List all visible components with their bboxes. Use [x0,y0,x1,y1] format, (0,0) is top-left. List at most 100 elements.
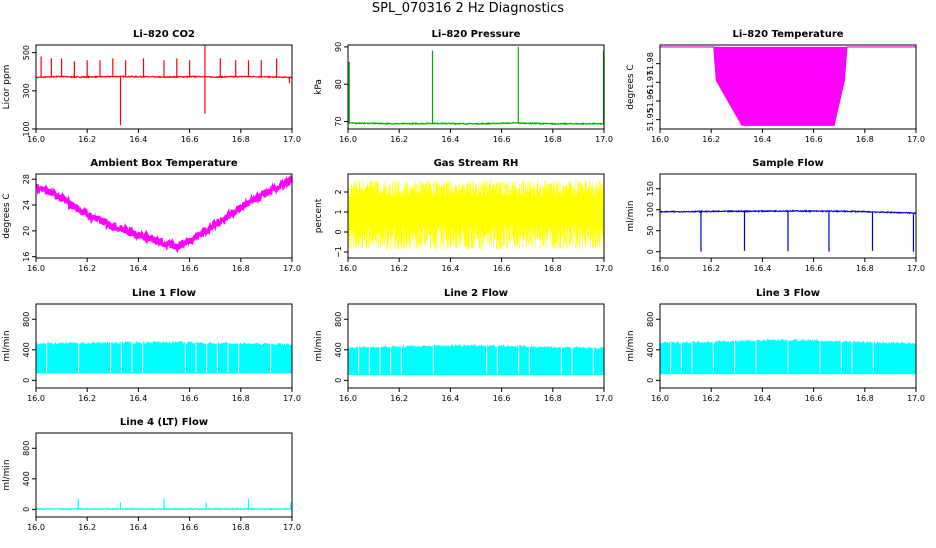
y-axis-label: kPa [314,79,324,95]
y-tick-label: 51.95 [646,108,655,131]
x-tick-label: 16.6 [181,523,199,532]
x-tick-label: 16.2 [78,523,96,532]
y-tick-label: −1 [334,246,343,258]
x-tick-label: 16.4 [129,394,147,403]
plot-frame [347,44,605,130]
plot-frame [35,432,293,518]
y-tick-label: 0 [22,378,31,383]
panel-title: Line 1 Flow [132,288,196,299]
x-tick-label: 16.8 [544,394,562,403]
plot-frame [347,303,605,389]
y-axis-label: degrees C [626,64,636,109]
y-tick-label: 300 [22,83,31,98]
y-tick-label: 400 [646,342,655,357]
x-tick-label: 16.6 [805,135,823,144]
x-tick-label: 17.0 [595,394,613,403]
x-tick-label: 16.0 [27,523,45,532]
y-tick-label: 90 [334,42,343,52]
y-axis-label: percent [314,198,324,233]
x-tick-label: 16.4 [441,135,459,144]
y-tick-label: 20 [22,226,31,236]
x-tick-label: 16.8 [544,264,562,273]
panel-title: Line 4 (LT) Flow [120,417,208,428]
y-tick-label: 51.96 [646,90,655,113]
x-tick-label: 16.6 [805,264,823,273]
panel-li820-co2: Li–820 CO2 Licor ppm 16.0 16.2 16.4 16.6 16.8 1… [2,29,301,144]
x-tick-label: 16.8 [856,135,874,144]
x-tick-label: 16.2 [78,264,96,273]
x-tick-label: 16.2 [702,264,720,273]
x-tick-label: 16.2 [78,394,96,403]
x-tick-label: 16.8 [856,394,874,403]
series-band [660,338,916,375]
plot-area [348,180,604,250]
y-tick-label: 800 [22,441,31,456]
y-tick-label: 800 [334,312,343,327]
x-tick-label: 16.8 [856,264,874,273]
y-tick-label: 400 [334,342,343,357]
y-tick-label: 51.97 [646,71,655,94]
plot-frame [659,303,917,389]
y-tick-label: 800 [646,312,655,327]
x-tick-label: 17.0 [595,264,613,273]
panel-title: Li–820 Pressure [432,29,521,40]
y-tick-label: 50 [646,226,655,236]
x-tick-label: 16.4 [753,135,771,144]
y-tick-label: 100 [22,121,31,136]
x-tick-label: 16.2 [702,135,720,144]
y-tick-label: 0 [334,229,343,234]
figure-title: SPL_070316 2 Hz Diagnostics [371,1,565,16]
x-tick-label: 16.0 [339,394,357,403]
panel-title: Ambient Box Temperature [90,158,237,169]
panel-li820-pressure: Li–820 Pressure kPa 16.0 16.2 16.4 16.6 16.8 17… [314,29,613,144]
series-band [348,344,604,375]
y-axis-label: ml/min [2,330,12,361]
y-tick-label: 24 [22,200,31,210]
x-tick-label: 16.2 [702,394,720,403]
y-tick-label: 400 [22,342,31,357]
x-tick-label: 16.4 [129,264,147,273]
y-tick-label: 80 [334,79,343,89]
x-tick-label: 16.6 [493,394,511,403]
x-tick-label: 16.2 [390,394,408,403]
x-tick-label: 16.6 [493,264,511,273]
y-tick-label: 0 [646,378,655,383]
y-tick-label: 150 [646,181,655,196]
plot-frame [347,173,605,259]
panel-title: Line 3 Flow [756,288,820,299]
y-tick-label: 0 [22,507,31,512]
x-tick-label: 16.6 [493,135,511,144]
x-tick-label: 16.8 [232,523,250,532]
panel-title: Gas Stream RH [434,158,519,169]
panel-ambient-box-temperature: Ambient Box Temperature degrees C 16.0 16.2… [2,158,301,273]
plot-frame [35,173,293,259]
x-tick-label: 17.0 [595,135,613,144]
plot-area [348,343,604,375]
x-tick-label: 16.6 [181,264,199,273]
x-tick-label: 17.0 [907,135,925,144]
y-axis-label: ml/min [314,330,324,361]
x-tick-label: 16.6 [805,394,823,403]
panel-li820-temperature: Li–820 Temperature degrees C 16.0 16.2 16.4 1… [626,29,925,144]
y-axis-label: ml/min [626,200,636,231]
y-axis-label: degrees C [2,193,12,238]
x-tick-label: 16.8 [232,264,250,273]
y-tick-label: 800 [22,312,31,327]
panel-title: Li–820 Temperature [732,29,843,40]
y-tick-label: 70 [334,116,343,126]
x-tick-label: 16.4 [753,394,771,403]
x-tick-label: 17.0 [283,264,301,273]
plot-frame [659,44,917,130]
plot-area [36,45,292,126]
plot-area [36,340,292,374]
y-tick-label: 51.98 [646,52,655,75]
x-tick-label: 17.0 [283,394,301,403]
y-tick-label: 1 [334,209,343,214]
panel-line-2-flow: Line 2 Flow ml/min 16.0 16.2 16.4 16.6 16.8 17.… [314,288,613,403]
x-tick-label: 16.0 [651,264,669,273]
y-tick-label: 2 [334,189,343,194]
x-tick-label: 16.2 [390,135,408,144]
x-tick-label: 16.2 [390,264,408,273]
y-tick-label: 0 [334,378,343,383]
plot-area [660,209,916,252]
